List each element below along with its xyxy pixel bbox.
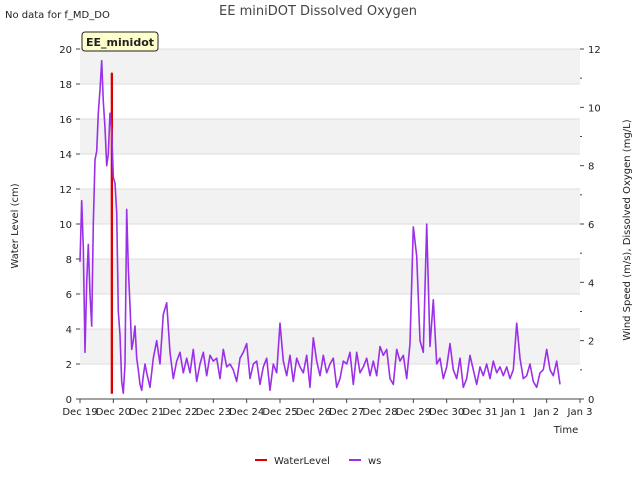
y-left-tick-label: 14 xyxy=(59,150,72,161)
x-tick-label: Dec 26 xyxy=(296,407,331,418)
plot-area xyxy=(79,48,580,400)
x-tick-label: Dec 27 xyxy=(329,407,364,418)
background-bands xyxy=(80,49,580,364)
x-tick-label: Dec 24 xyxy=(229,407,264,418)
background-band xyxy=(80,259,580,294)
legend-label-waterlevel: WaterLevel xyxy=(274,456,330,467)
y-left-tick-label: 16 xyxy=(59,115,72,126)
background-band xyxy=(80,189,580,224)
x-tick-label: Dec 25 xyxy=(262,407,297,418)
site-label-box: EE_minidot xyxy=(81,31,159,52)
y-right-tick-label: 0 xyxy=(588,395,594,406)
x-tick-label: Jan 3 xyxy=(567,407,593,418)
background-band xyxy=(80,119,580,154)
y-right-tick-label: 6 xyxy=(588,220,594,231)
y-axis-left: 0 2 4 6 8 10 12 14 16 18 20 xyxy=(59,45,80,406)
y-left-tick-label: 2 xyxy=(66,360,72,371)
y-axis-right: 0 2 4 6 8 10 12 xyxy=(580,45,601,406)
status-text: No data for f_MD_DO xyxy=(5,10,110,21)
x-tick-label: Dec 28 xyxy=(362,407,397,418)
x-tick-label: Dec 23 xyxy=(196,407,231,418)
y-axis-left-label: Water Level (cm) xyxy=(10,183,21,268)
y-right-tick-label: 4 xyxy=(588,278,594,289)
y-left-tick-label: 10 xyxy=(59,220,72,231)
y-right-tick-label: 10 xyxy=(588,103,601,114)
x-tick-label: Jan 2 xyxy=(533,407,559,418)
legend-label-ws: ws xyxy=(368,456,381,467)
y-axis-right-label: Wind Speed (m/s), Dissolved Oxygen (mg/L… xyxy=(622,119,633,340)
x-tick-label: Dec 29 xyxy=(396,407,431,418)
background-band xyxy=(80,329,580,364)
y-left-tick-label: 18 xyxy=(59,80,72,91)
x-tick-label: Dec 30 xyxy=(429,407,464,418)
legend: WaterLevel ws xyxy=(255,456,381,467)
y-left-tick-label: 4 xyxy=(66,325,72,336)
y-left-tick-label: 0 xyxy=(66,395,72,406)
x-tick-label: Dec 19 xyxy=(62,407,97,418)
background-band xyxy=(80,49,580,84)
x-tick-label: Dec 31 xyxy=(462,407,497,418)
series-layer xyxy=(79,59,561,395)
site-label: EE_minidot xyxy=(86,36,154,49)
y-left-tick-label: 8 xyxy=(66,255,72,266)
x-tick-label: Dec 22 xyxy=(162,407,197,418)
series-line-ws xyxy=(79,59,561,395)
y-right-tick-label: 2 xyxy=(588,337,594,348)
y-right-tick-label: 12 xyxy=(588,45,601,56)
chart-title: EE miniDOT Dissolved Oxygen xyxy=(219,4,417,19)
x-axis-label: Time xyxy=(553,425,578,436)
y-left-tick-label: 6 xyxy=(66,290,72,301)
y-left-tick-label: 12 xyxy=(59,185,72,196)
x-tick-label: Dec 21 xyxy=(129,407,164,418)
x-tick-label: Dec 20 xyxy=(96,407,131,418)
y-left-tick-label: 20 xyxy=(59,45,72,56)
y-right-tick-label: 8 xyxy=(588,162,594,173)
x-tick-label: Jan 1 xyxy=(500,407,526,418)
